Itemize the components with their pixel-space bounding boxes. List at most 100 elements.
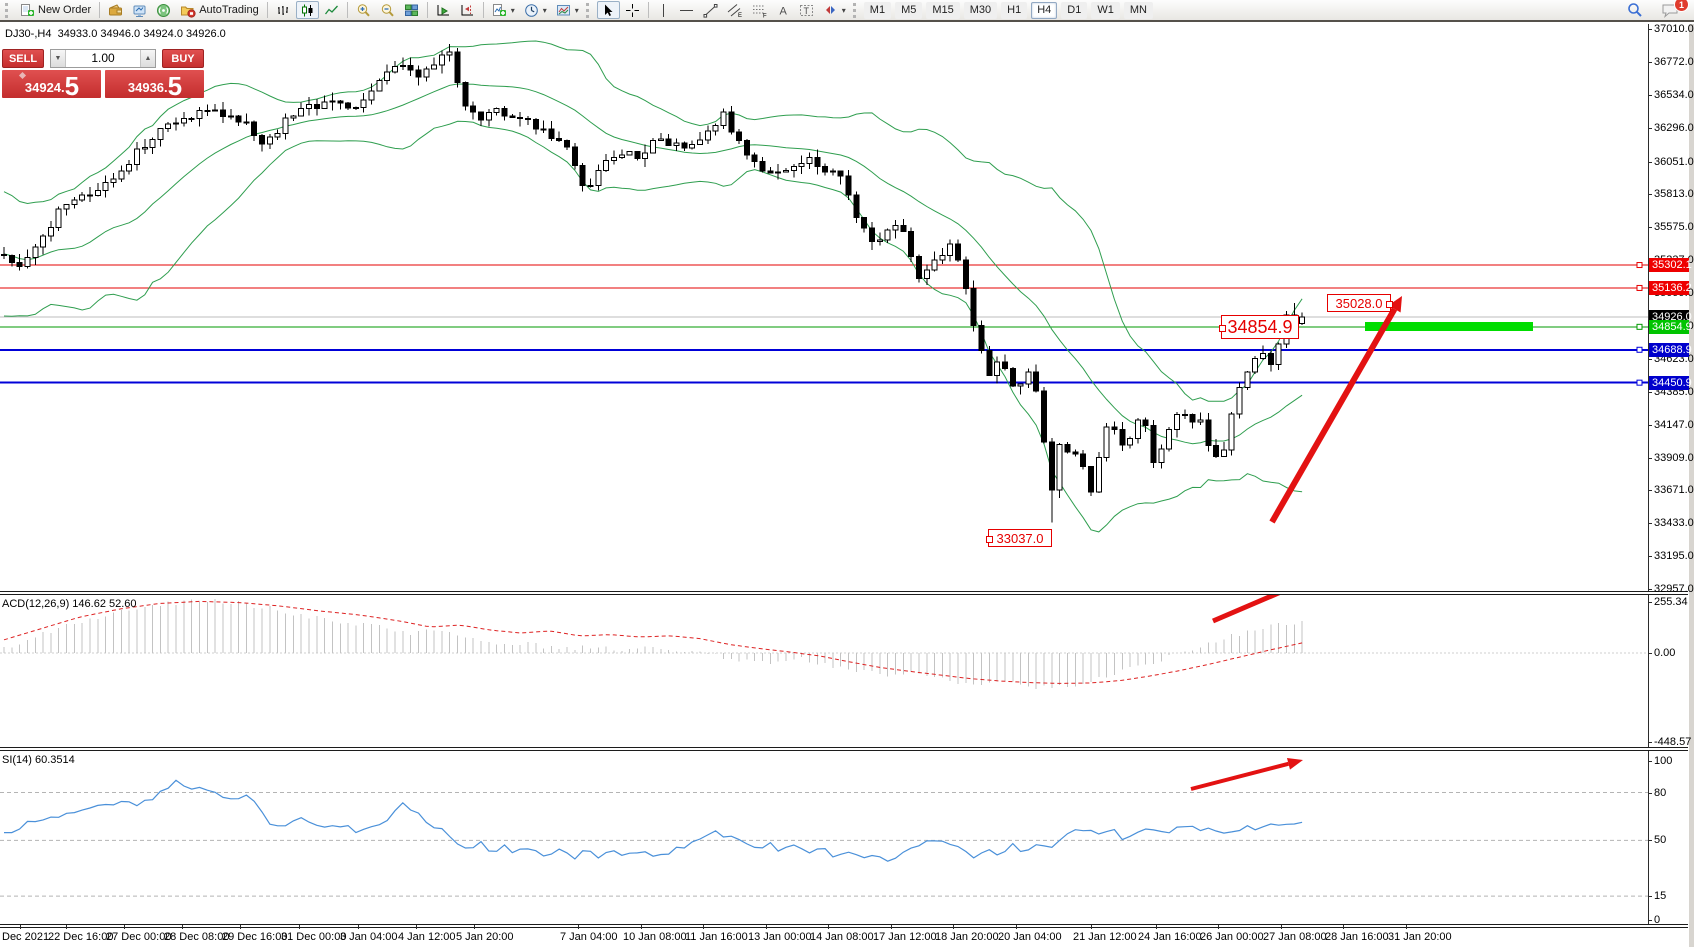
time-tick <box>1156 925 1157 929</box>
time-tick <box>578 925 579 929</box>
time-axis-label: 5 Jan 20:00 <box>456 931 514 943</box>
cursor-button[interactable] <box>596 1 620 19</box>
price-tick <box>1648 94 1652 96</box>
time-axis-label: 27 Jan 08:00 <box>1263 931 1327 943</box>
price-tick <box>1648 161 1652 163</box>
time-tick <box>66 925 67 929</box>
rsi-panel-divider[interactable] <box>0 747 1688 751</box>
tile-windows-button[interactable] <box>400 1 423 19</box>
timeframe-d1[interactable]: D1 <box>1061 1 1088 19</box>
macd-panel-divider[interactable] <box>0 591 1688 595</box>
sell-price-tile[interactable]: 34924. 5 <box>2 70 101 99</box>
time-tick <box>124 925 125 929</box>
fibonacci-button[interactable]: F <box>748 1 772 19</box>
price-tick <box>1648 29 1652 30</box>
periods-button[interactable]: ▾ <box>520 1 551 19</box>
time-tick <box>182 925 183 929</box>
annotation-anchor <box>1219 325 1226 332</box>
buy-price-tile[interactable]: 34936. 5 <box>105 70 204 99</box>
zoom-out-button[interactable] <box>376 1 399 19</box>
clock-icon <box>524 3 538 17</box>
new-order-button[interactable]: New Order <box>16 1 95 19</box>
candlestick-button[interactable] <box>295 1 319 19</box>
zoom-in-button[interactable] <box>352 1 375 19</box>
timeframe-m15[interactable]: M15 <box>926 1 960 19</box>
svg-text:E: E <box>738 13 742 18</box>
timeframe-mn[interactable]: MN <box>1123 1 1153 19</box>
crosshair-button[interactable] <box>621 1 644 19</box>
timeframe-h4[interactable]: H4 <box>1031 1 1058 19</box>
line-chart-button[interactable] <box>320 1 343 19</box>
volume-input[interactable]: 1.00 <box>91 51 115 65</box>
text-button[interactable]: A <box>773 1 794 19</box>
text-label-button[interactable]: T <box>795 1 818 19</box>
horizontal-line-button[interactable] <box>675 1 698 19</box>
symbol-ohlc-header: DJ30-,H4 34933.0 34946.0 34924.0 34926.0 <box>5 28 226 40</box>
price-level-box: 34450.9 <box>1649 375 1692 390</box>
volume-increase-button[interactable]: ▲ <box>140 50 155 67</box>
signal-button[interactable] <box>152 1 175 19</box>
time-tick <box>240 925 241 929</box>
templates-button[interactable]: ▾ <box>552 1 583 19</box>
indicators-button[interactable]: ▾ <box>488 1 519 19</box>
time-tick <box>1091 925 1092 929</box>
volume-decrease-button[interactable]: ▼ <box>51 50 66 67</box>
buy-button[interactable]: BUY <box>162 49 204 68</box>
macd-axis-label: 0.00 <box>1654 647 1676 659</box>
rsi-axis-label: 50 <box>1654 834 1667 847</box>
timeframe-m5[interactable]: M5 <box>895 1 923 19</box>
sell-button[interactable]: SELL <box>2 49 44 68</box>
chart-shift-button[interactable] <box>456 1 479 19</box>
price-annotation[interactable]: 35028.0 <box>1327 294 1393 312</box>
time-axis-label: 20 Jan 04:00 <box>998 931 1062 943</box>
wallet-button[interactable] <box>104 1 127 19</box>
time-axis-label: 18 Jan 20:00 <box>935 931 999 943</box>
rsi-indicator-label: SI(14) 60.3514 <box>2 754 75 766</box>
separator <box>426 2 428 18</box>
toolbar-drag-handle[interactable] <box>5 2 11 18</box>
buy-price: 34936. <box>127 80 168 95</box>
arrows-button[interactable]: ▾ <box>819 1 850 19</box>
new-order-icon <box>21 3 34 16</box>
price-tick-label: 33433.0 <box>1654 517 1694 530</box>
time-axis-label: 3 Jan 04:00 <box>340 931 398 943</box>
chat-button[interactable]: 1 <box>1657 0 1689 19</box>
time-tick <box>299 925 300 929</box>
price-annotation[interactable]: 34854.9 <box>1219 315 1299 339</box>
timeframe-w1[interactable]: W1 <box>1091 1 1120 19</box>
price-tick-label: 33671.0 <box>1654 484 1694 497</box>
bar-chart-icon <box>277 5 288 15</box>
macd-axis-label: 255.34 <box>1654 595 1688 608</box>
price-tick <box>1648 424 1652 426</box>
annotation-anchor <box>1386 301 1393 308</box>
autotrading-icon <box>181 6 196 18</box>
autotrading-button[interactable]: AutoTrading <box>176 1 263 19</box>
toolbar-drag-handle[interactable] <box>852 2 859 18</box>
search-button[interactable] <box>1623 1 1647 19</box>
timeframe-m30[interactable]: M30 <box>963 1 998 19</box>
time-axis-label: Dec 2021 <box>2 931 50 943</box>
time-tick <box>1281 925 1282 929</box>
arrows-icon <box>825 5 835 14</box>
trendline-button[interactable] <box>699 1 722 19</box>
time-tick <box>474 925 475 929</box>
svg-text:T: T <box>803 6 809 16</box>
time-axis-label: 24 Jan 16:00 <box>1138 931 1202 943</box>
toolbar-drag-handle[interactable] <box>585 2 592 18</box>
auto-scroll-button[interactable] <box>432 1 455 19</box>
timeframe-h1[interactable]: H1 <box>1001 1 1028 19</box>
vertical-line-button[interactable] <box>653 1 674 19</box>
price-level-box: 34688.9 <box>1649 342 1692 357</box>
bar-chart-button[interactable] <box>272 1 295 19</box>
timeframe-m1[interactable]: M1 <box>863 1 892 19</box>
window-edge-strip <box>1689 24 1694 947</box>
equidistant-channel-button[interactable]: E <box>723 1 747 19</box>
publish-button[interactable] <box>128 1 151 19</box>
time-tick <box>766 925 767 929</box>
chevron-down-icon: ▾ <box>574 5 579 15</box>
trendline-icon <box>703 3 718 18</box>
time-axis-label: 31 Jan 20:00 <box>1388 931 1452 943</box>
price-annotation[interactable]: 33037.0 <box>986 529 1052 547</box>
time-tick <box>20 925 21 929</box>
